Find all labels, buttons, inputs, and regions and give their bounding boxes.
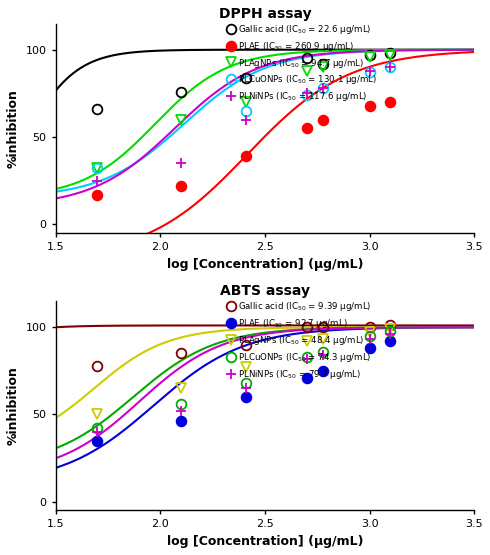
X-axis label: log [Concentration] (μg/mL): log [Concentration] (μg/mL)	[167, 258, 363, 270]
Y-axis label: %inhibition: %inhibition	[7, 366, 20, 445]
Legend: Gallic acid (IC$_{50}$ = 9.39 μg/mL), PLAE (IC$_{50}$ = 92.7 μg/mL), PLAgNPs (IC: Gallic acid (IC$_{50}$ = 9.39 μg/mL), PL…	[223, 297, 375, 384]
Legend: Gallic acid (IC$_{50}$ = 22.6 μg/mL), PLAE (IC$_{50}$ = 260.9 μg/mL), PLAgNPs (I: Gallic acid (IC$_{50}$ = 22.6 μg/mL), PL…	[223, 19, 380, 107]
Title: DPPH assay: DPPH assay	[219, 7, 311, 21]
Y-axis label: %inhibition: %inhibition	[7, 89, 20, 168]
X-axis label: log [Concentration] (μg/mL): log [Concentration] (μg/mL)	[167, 535, 363, 548]
Title: ABTS assay: ABTS assay	[220, 285, 310, 299]
